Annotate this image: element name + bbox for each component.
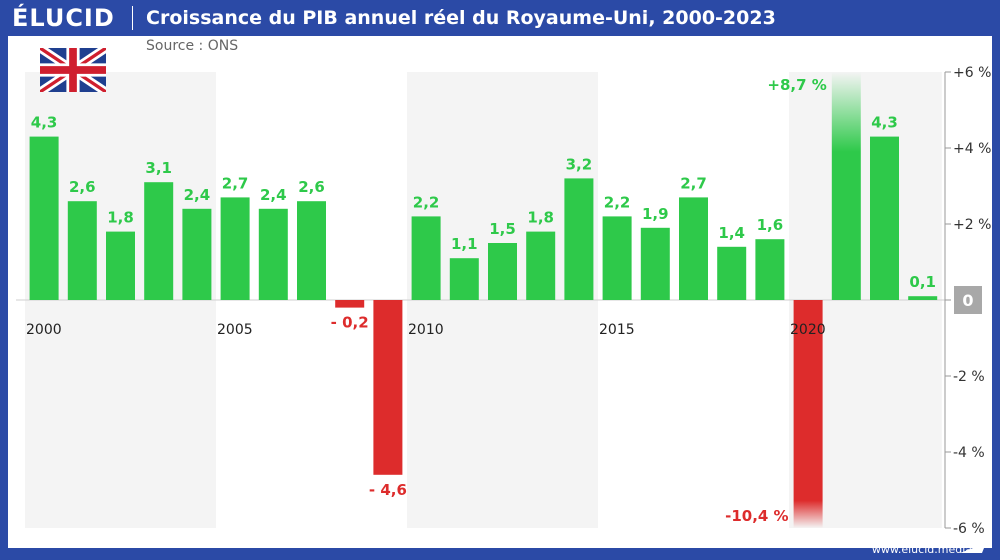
y-tick-label: +2 % <box>953 217 991 233</box>
data-label-2014: 3,2 <box>566 155 593 173</box>
x-tick-2005: 2005 <box>217 322 253 338</box>
bar-2004[interactable] <box>182 208 212 300</box>
x-tick-2010: 2010 <box>408 322 444 338</box>
data-label-2015: 2,2 <box>604 193 631 211</box>
data-label-2023: 0,1 <box>909 273 936 291</box>
x-tick-2020: 2020 <box>790 322 826 338</box>
data-label-2005: 2,7 <box>222 174 249 192</box>
bar-2022[interactable] <box>870 136 899 300</box>
chart-panel: 4,3 2,6 1,8 3,1 2,4 2,7 2,4 2,6 - 0,2 - 4,6 2,2 1,1… <box>8 36 992 548</box>
x-tick-2015: 2015 <box>599 322 635 338</box>
data-label-2020: -10,4 % <box>725 507 789 525</box>
data-label-2008: - 0,2 <box>331 314 369 332</box>
data-label-2012: 1,5 <box>489 220 516 238</box>
bar-2002[interactable] <box>106 231 135 300</box>
data-label-2011: 1,1 <box>451 235 478 253</box>
data-label-2009: - 4,6 <box>369 481 407 499</box>
data-label-2019: 1,6 <box>757 216 784 234</box>
data-label-2016: 1,9 <box>642 205 669 223</box>
y-tick-label-0: 0 <box>962 291 973 310</box>
data-label-2013: 1,8 <box>527 209 554 227</box>
bar-2006[interactable] <box>258 208 288 300</box>
bar-2013[interactable] <box>526 231 556 300</box>
data-label-2006: 2,4 <box>260 186 287 204</box>
bar-2015[interactable] <box>602 216 632 300</box>
y-tick-label: -4 % <box>953 445 985 461</box>
x-tick-2000: 2000 <box>26 322 62 338</box>
data-label-2001: 2,6 <box>69 178 96 196</box>
bar-2016[interactable] <box>640 227 670 300</box>
bar-2010[interactable] <box>411 216 441 300</box>
bar-2018[interactable] <box>717 246 747 300</box>
bar-2011[interactable] <box>449 258 479 300</box>
y-tick-label: +6 % <box>953 65 991 81</box>
bar-2020[interactable] <box>793 300 823 528</box>
elucid-mark-icon <box>960 543 986 553</box>
bar-2005[interactable] <box>220 197 250 300</box>
y-tick-label: +4 % <box>953 141 991 157</box>
bar-2019[interactable] <box>755 239 785 300</box>
data-label-2018: 1,4 <box>718 224 745 242</box>
footer-url[interactable]: www.elucid.media <box>871 543 972 556</box>
data-label-2007: 2,6 <box>298 178 325 196</box>
bar-2008[interactable] <box>335 300 365 308</box>
header: ÉLUCID Croissance du PIB annuel réel du … <box>0 0 1000 36</box>
data-label-2021: +8,7 % <box>767 76 826 94</box>
data-label-2003: 3,1 <box>145 159 172 177</box>
bar-2023[interactable] <box>908 296 938 300</box>
bar-2007[interactable] <box>297 201 326 300</box>
y-tick-label: -2 % <box>953 369 985 385</box>
bar-2003[interactable] <box>144 182 174 300</box>
chart: 4,3 2,6 1,8 3,1 2,4 2,7 2,4 2,6 - 0,2 - 4,6 2,2 1,1… <box>16 65 991 537</box>
data-label-2017: 2,7 <box>680 174 707 192</box>
data-label-2000: 4,3 <box>31 114 58 132</box>
chart-title: Croissance du PIB annuel réel du Royaume… <box>146 7 776 29</box>
bar-2009[interactable] <box>373 300 403 475</box>
bar-2021[interactable] <box>831 72 861 300</box>
elucid-logo[interactable]: ÉLUCID <box>12 4 115 32</box>
uk-flag-icon <box>40 48 106 92</box>
data-label-2010: 2,2 <box>413 193 440 211</box>
bar-2012[interactable] <box>488 243 517 300</box>
bar-2001[interactable] <box>67 201 97 300</box>
data-label-2002: 1,8 <box>107 209 134 227</box>
data-label-2022: 4,3 <box>871 114 898 132</box>
y-tick-label: -6 % <box>953 521 985 537</box>
bar-2017[interactable] <box>679 197 708 300</box>
bar-2000[interactable] <box>29 136 59 300</box>
bar-2014[interactable] <box>564 178 594 300</box>
logo-separator <box>132 6 133 30</box>
source-note: Source : ONS <box>146 38 239 54</box>
data-label-2004: 2,4 <box>184 186 211 204</box>
zero-badge <box>954 286 982 314</box>
